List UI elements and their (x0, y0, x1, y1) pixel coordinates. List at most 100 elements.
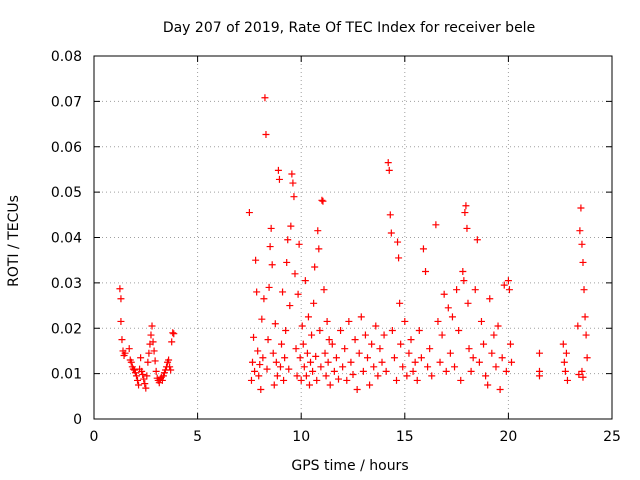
data-point (167, 366, 175, 374)
data-point (411, 358, 419, 366)
data-point (583, 354, 591, 362)
data-point (262, 130, 270, 138)
data-point (424, 363, 432, 371)
data-point (390, 354, 398, 362)
data-point (278, 340, 286, 348)
data-point (303, 349, 311, 357)
data-point (151, 357, 159, 365)
data-point (578, 367, 586, 375)
data-point (264, 336, 272, 344)
data-point (560, 358, 568, 366)
data-point (134, 376, 142, 384)
data-point (577, 204, 585, 212)
data-point (125, 345, 133, 353)
data-point (147, 331, 155, 339)
data-point (270, 381, 278, 389)
data-point (318, 196, 326, 204)
data-point (432, 221, 440, 229)
y-axis-title: ROTI / TECUs (6, 195, 22, 287)
data-point (129, 365, 137, 373)
data-point (148, 322, 156, 330)
data-point (399, 363, 407, 371)
plot-frame (93, 55, 613, 420)
data-point (268, 261, 276, 269)
y-tick-label: 0.02 (51, 321, 82, 337)
x-tick-label: 20 (499, 429, 517, 445)
data-point (292, 345, 300, 353)
data-point (316, 327, 324, 335)
data-point (263, 365, 271, 373)
data-point (258, 315, 266, 323)
data-point (477, 317, 485, 325)
data-point (341, 345, 349, 353)
y-tick-label: 0.07 (51, 94, 82, 110)
data-point (380, 331, 388, 339)
data-point (386, 211, 394, 219)
data-point (561, 367, 569, 375)
data-point (150, 347, 158, 355)
data-point (320, 286, 328, 294)
x-tick-label: 0 (90, 429, 99, 445)
y-tick-label: 0.04 (51, 231, 82, 247)
data-point (291, 270, 299, 278)
data-point (580, 286, 588, 294)
data-point (275, 175, 283, 183)
data-point (254, 347, 262, 355)
data-point (286, 302, 294, 310)
y-ticks: 0 0.01 0.02 0.03 0.04 0.05 0.06 0.07 0.08 (51, 49, 612, 428)
data-point (355, 349, 363, 357)
data-point (440, 290, 448, 298)
data-point (251, 367, 259, 375)
grid (94, 56, 612, 419)
data-point (293, 372, 301, 380)
data-point (464, 299, 472, 307)
data-point (394, 238, 402, 246)
data-point (247, 376, 255, 384)
data-point (372, 322, 380, 330)
x-tick-label: 5 (193, 429, 202, 445)
data-point (563, 376, 571, 384)
data-point (361, 331, 369, 339)
data-point (366, 381, 374, 389)
data-point (582, 331, 590, 339)
data-point (299, 340, 307, 348)
data-point (266, 243, 274, 251)
data-point (127, 358, 135, 366)
data-point (144, 358, 152, 366)
data-point (255, 372, 263, 380)
data-points (116, 94, 591, 394)
data-point (535, 367, 543, 375)
data-point (259, 354, 267, 362)
data-point (269, 349, 277, 357)
data-point (462, 202, 470, 210)
data-point (285, 365, 293, 373)
data-point (574, 322, 582, 330)
data-point (579, 258, 587, 266)
data-point (289, 179, 297, 187)
data-point (498, 354, 506, 362)
data-point (166, 363, 174, 371)
data-point (444, 304, 452, 312)
data-point (141, 380, 149, 388)
data-point (461, 209, 469, 217)
data-point (562, 349, 570, 357)
data-point (368, 340, 376, 348)
data-point (378, 358, 386, 366)
data-point (436, 358, 444, 366)
data-point (304, 313, 312, 321)
y-tick-label: 0.01 (51, 367, 82, 383)
data-point (471, 286, 479, 294)
data-point (385, 166, 393, 174)
data-point (265, 283, 273, 291)
data-point (442, 367, 450, 375)
data-point (395, 254, 403, 262)
data-point (473, 236, 481, 244)
data-point (384, 159, 392, 167)
data-point (159, 372, 167, 380)
data-point (273, 372, 281, 380)
data-point (260, 295, 268, 303)
data-point (253, 288, 261, 296)
data-point (506, 340, 514, 348)
data-point (314, 227, 322, 235)
data-point (276, 363, 284, 371)
